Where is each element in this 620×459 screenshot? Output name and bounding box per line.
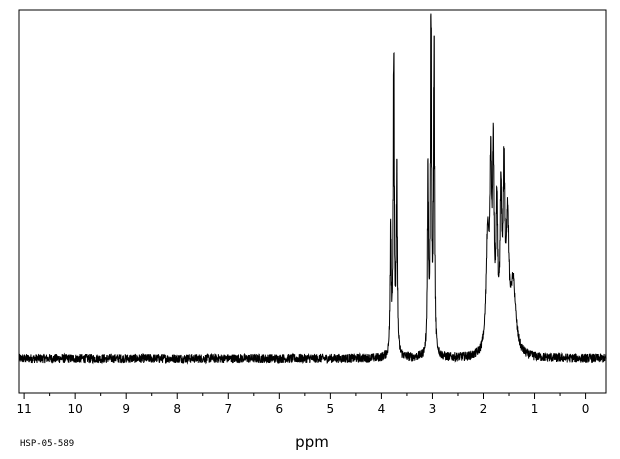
x-axis-tick-labels: 11 10 9 8 7 6 5 4 3 2 1 0 <box>16 402 589 416</box>
x-tick-label: 10 <box>68 402 83 416</box>
x-tick-label: 2 <box>480 402 488 416</box>
spectrum-line <box>18 13 607 365</box>
x-tick-label: 0 <box>582 402 590 416</box>
spectrum-code-label: HSP-05-589 <box>20 439 74 449</box>
x-tick-label: 3 <box>429 402 437 416</box>
x-tick-label: 7 <box>224 402 232 416</box>
x-tick-label: 8 <box>173 402 181 416</box>
x-tick-label: 11 <box>16 402 31 416</box>
plot-frame <box>18 9 607 394</box>
x-tick-label: 4 <box>378 402 386 416</box>
x-tick-label: 5 <box>327 402 335 416</box>
x-tick-label: 9 <box>122 402 130 416</box>
x-tick-label: 6 <box>276 402 284 416</box>
x-tick-label: 1 <box>531 402 539 416</box>
x-axis-ticks <box>23 393 587 399</box>
x-axis-title: ppm <box>295 433 329 451</box>
